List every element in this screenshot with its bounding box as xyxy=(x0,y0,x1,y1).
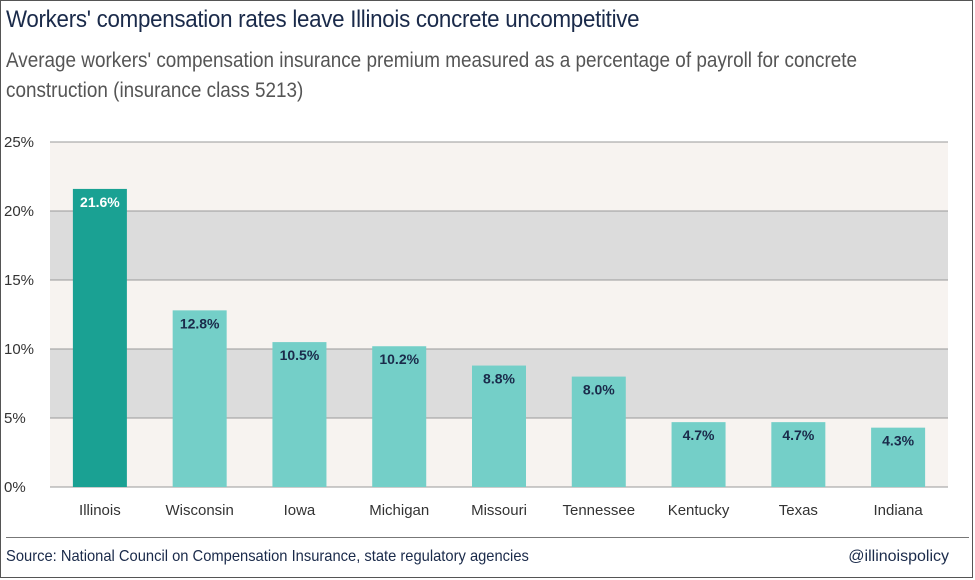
background-band xyxy=(50,142,948,211)
y-tick-label: 10% xyxy=(4,341,34,358)
value-label: 10.5% xyxy=(280,347,320,363)
value-label: 8.0% xyxy=(583,382,615,398)
bar-texas xyxy=(771,422,826,487)
y-tick-label: 25% xyxy=(4,134,34,151)
value-label: 12.8% xyxy=(180,315,220,331)
x-tick-label: Tennessee xyxy=(562,502,635,519)
x-tick-label: Missouri xyxy=(471,502,527,519)
value-label: 4.7% xyxy=(782,427,814,443)
chart-title: Workers' compensation rates leave Illino… xyxy=(6,6,640,33)
y-tick-label: 20% xyxy=(4,203,34,220)
value-label: 21.6% xyxy=(80,194,120,210)
source-note: Source: National Council on Compensation… xyxy=(6,548,529,565)
bar-indiana xyxy=(871,427,926,487)
x-tick-label: Texas xyxy=(779,502,818,519)
x-tick-label: Michigan xyxy=(369,502,429,519)
bar-kentucky xyxy=(671,422,726,487)
background-band xyxy=(50,211,948,280)
bar-missouri xyxy=(472,365,526,487)
bars xyxy=(72,188,926,488)
footer-divider xyxy=(6,537,969,538)
value-label: 10.2% xyxy=(379,351,419,367)
bar-chart: 0% 5% 10% 15% 20% 25% 21.6% 12.8% 10.5% 10.2% 8.8… xyxy=(4,134,948,519)
value-label: 8.8% xyxy=(483,371,515,387)
y-tick-label: 5% xyxy=(4,410,26,427)
bar-michigan xyxy=(372,346,427,487)
x-tick-label: Indiana xyxy=(874,502,924,519)
x-tick-label: Wisconsin xyxy=(165,502,233,519)
y-axis-ticks: 0% 5% 10% 15% 20% 25% xyxy=(4,134,34,496)
twitter-handle: @illinoispolicy xyxy=(848,548,949,565)
y-tick-label: 0% xyxy=(4,479,26,496)
bar-illinois xyxy=(72,188,127,488)
value-labels: 21.6% 12.8% 10.5% 10.2% 8.8% 8.0% 4.7% 4.7% 4.3% xyxy=(80,194,915,449)
bar-wisconsin xyxy=(172,310,227,487)
x-tick-label: Kentucky xyxy=(668,502,730,519)
y-tick-label: 15% xyxy=(4,272,34,289)
value-label: 4.7% xyxy=(683,427,715,443)
chart-subtitle: Average workers' compensation insurance … xyxy=(6,49,858,102)
value-label: 4.3% xyxy=(882,433,914,449)
bar-tennessee xyxy=(571,376,626,487)
bar-iowa xyxy=(272,342,327,487)
x-tick-label: Iowa xyxy=(284,502,316,519)
x-axis-ticks: Illinois Wisconsin Iowa Michigan Missouri Ten… xyxy=(79,502,923,519)
x-tick-label: Illinois xyxy=(79,502,121,519)
